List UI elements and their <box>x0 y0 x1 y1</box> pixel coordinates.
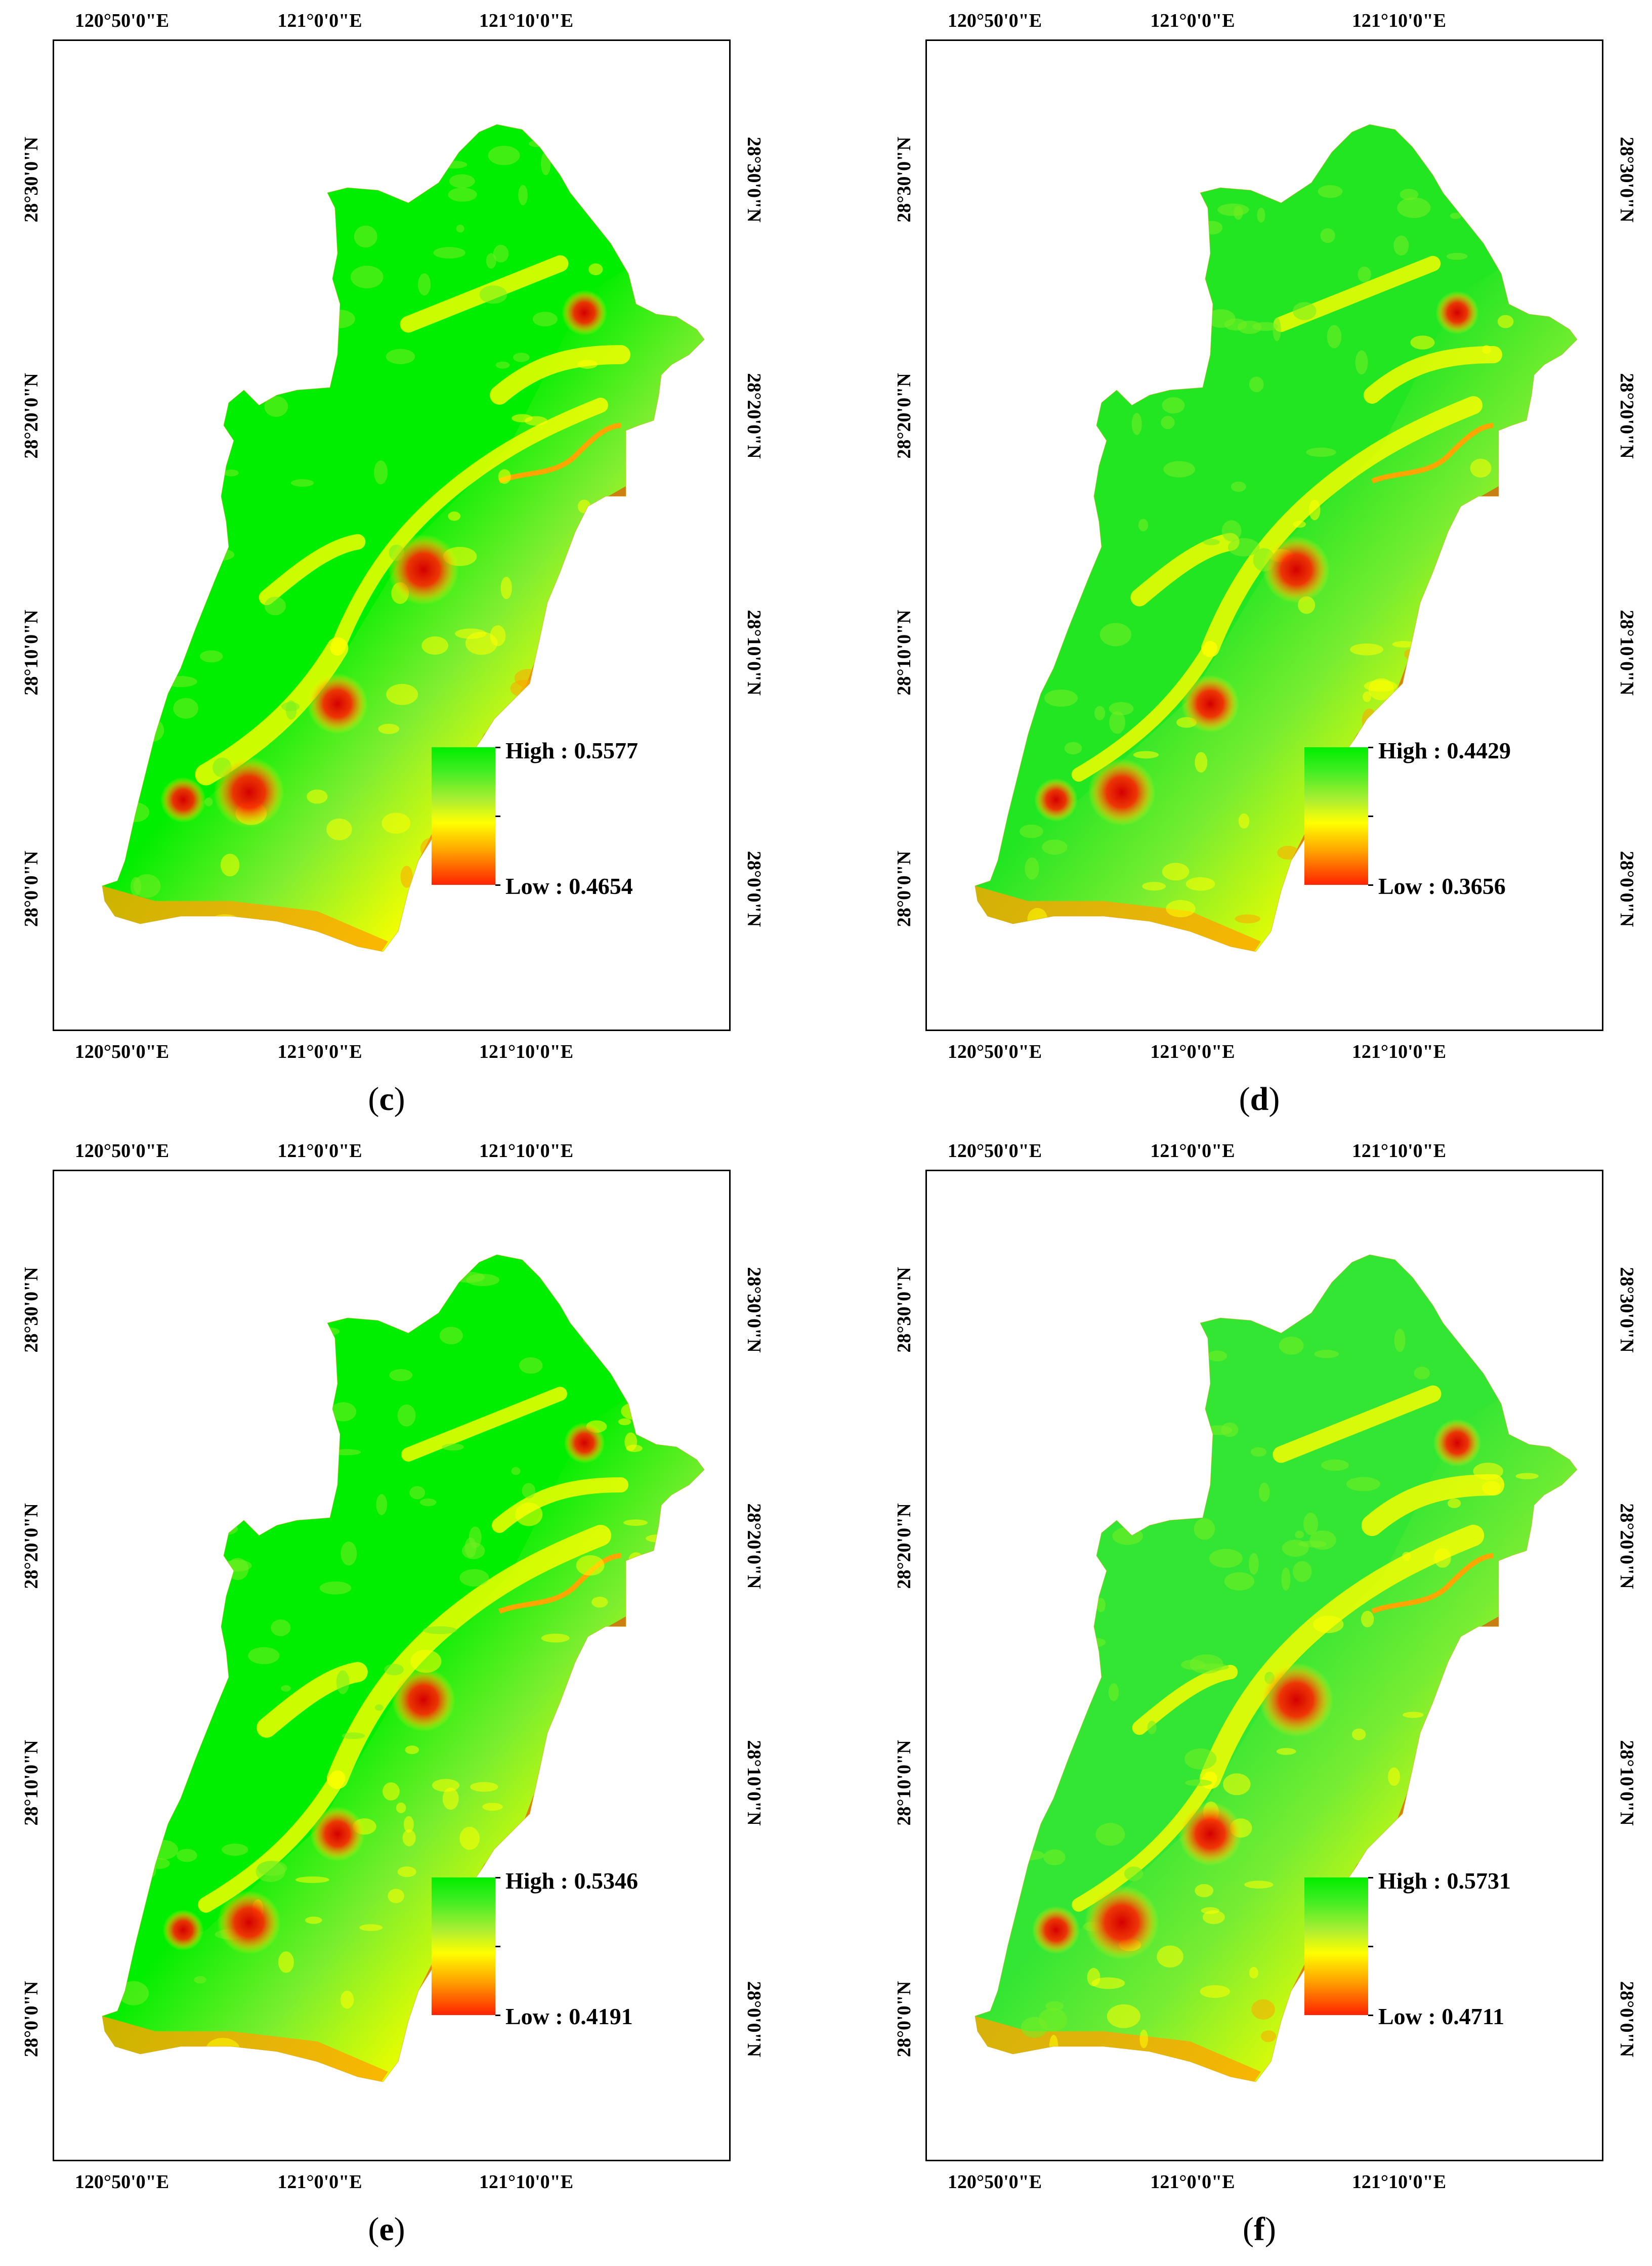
legend-color-ramp <box>432 1877 495 2015</box>
lon-label-bottom: 121°10'0"E <box>479 2171 574 2193</box>
lon-label-top: 121°0'0"E <box>277 1140 362 1162</box>
panel-letter: f <box>1254 2211 1265 2248</box>
legend-high-label: High : 0.5577 <box>505 738 638 763</box>
map-frame <box>925 1170 1603 2161</box>
legend-low-label: Low : 0.4711 <box>1378 2003 1505 2029</box>
lon-label-top: 121°10'0"E <box>479 1140 574 1162</box>
lat-label-left: 28°20'0"N <box>21 373 42 459</box>
lon-label-top: 120°50'0"E <box>74 1140 170 1162</box>
legend-color-ramp <box>1304 1877 1368 2015</box>
legend-tick <box>1368 884 1373 886</box>
lon-label-top: 121°0'0"E <box>277 10 362 31</box>
panel-caption: (c) <box>368 1081 405 1118</box>
legend-high-label: High : 0.5346 <box>505 1868 638 1894</box>
legend-tick <box>1368 816 1373 817</box>
lon-label-top: 121°10'0"E <box>1351 10 1447 31</box>
lat-label-right: 28°20'0"N <box>1616 373 1637 459</box>
lat-label-left: 28°10'0"N <box>21 1740 42 1826</box>
lat-label-right: 28°30'0"N <box>743 1267 765 1353</box>
lat-label-left: 28°30'0"N <box>21 1267 42 1353</box>
lat-label-right: 28°30'0"N <box>743 137 765 223</box>
lon-label-bottom: 120°50'0"E <box>947 2171 1042 2193</box>
lat-label-left: 28°0'0"N <box>21 850 42 927</box>
lat-label-right: 28°10'0"N <box>1616 610 1637 696</box>
lat-label-left: 28°10'0"N <box>894 610 915 696</box>
lat-label-left: 28°20'0"N <box>894 373 915 459</box>
panel-letter: e <box>379 2211 394 2248</box>
lat-label-left: 28°30'0"N <box>21 137 42 223</box>
legend-tick <box>495 1877 500 1878</box>
lat-label-right: 28°0'0"N <box>1616 850 1637 927</box>
legend-tick <box>1368 2015 1373 2016</box>
lat-label-right: 28°30'0"N <box>1616 1267 1637 1353</box>
lat-label-right: 28°20'0"N <box>743 373 765 459</box>
lat-label-left: 28°0'0"N <box>894 1981 915 2058</box>
lat-label-right: 28°20'0"N <box>743 1503 765 1589</box>
legend-low-label: Low : 0.4191 <box>505 2003 633 2029</box>
legend-tick <box>1368 747 1373 748</box>
panel-caption: (f) <box>1243 2211 1276 2248</box>
lat-label-right: 28°30'0"N <box>1616 137 1637 223</box>
legend-tick <box>495 2015 500 2016</box>
lon-label-bottom: 121°0'0"E <box>277 1041 362 1062</box>
lat-label-left: 28°30'0"N <box>894 1267 915 1353</box>
lat-label-left: 28°0'0"N <box>894 850 915 927</box>
panel-letter: c <box>379 1081 394 1118</box>
lat-label-left: 28°20'0"N <box>894 1503 915 1589</box>
legend-tick <box>1368 1877 1373 1878</box>
lat-label-left: 28°0'0"N <box>21 1981 42 2058</box>
lat-label-right: 28°0'0"N <box>743 1981 765 2058</box>
lon-label-bottom: 120°50'0"E <box>947 1041 1042 1062</box>
map-panel-d: 120°50'0"E 120°50'0"E 121°0'0"E 121°0'0"E 12… <box>873 0 1652 1133</box>
panel-caption: (e) <box>368 2211 405 2248</box>
map-frame <box>53 39 731 1031</box>
lon-label-bottom: 121°0'0"E <box>1150 1041 1235 1062</box>
lon-label-bottom: 121°0'0"E <box>1150 2171 1235 2193</box>
lon-label-top: 120°50'0"E <box>74 10 170 31</box>
lon-label-top: 121°10'0"E <box>479 10 574 31</box>
legend-tick <box>495 1946 500 1947</box>
lat-label-right: 28°10'0"N <box>743 1740 765 1826</box>
lon-label-bottom: 121°10'0"E <box>1351 1041 1447 1062</box>
lat-label-right: 28°10'0"N <box>743 610 765 696</box>
lat-label-right: 28°20'0"N <box>1616 1503 1637 1589</box>
legend-high-label: High : 0.4429 <box>1378 738 1511 763</box>
lon-label-top: 121°0'0"E <box>1150 1140 1235 1162</box>
map-panel-e: 120°50'0"E 120°50'0"E 121°0'0"E 121°0'0"E 12… <box>0 1130 826 2263</box>
raster-map <box>102 1254 705 2082</box>
legend-low-label: Low : 0.3656 <box>1378 873 1506 899</box>
raster-map <box>102 124 705 952</box>
lat-label-left: 28°10'0"N <box>21 610 42 696</box>
legend-tick <box>1368 1946 1373 1947</box>
lat-label-left: 28°10'0"N <box>894 1740 915 1826</box>
map-panel-f: 120°50'0"E 120°50'0"E 121°0'0"E 121°0'0"E 12… <box>873 1130 1652 2263</box>
lon-label-bottom: 121°10'0"E <box>479 1041 574 1062</box>
map-panel-c: 120°50'0"E 120°50'0"E 121°0'0"E 121°0'0"E 12… <box>0 0 826 1133</box>
raster-map <box>975 1254 1578 2082</box>
legend-tick <box>495 816 500 817</box>
lat-label-left: 28°30'0"N <box>894 137 915 223</box>
lat-label-right: 28°0'0"N <box>1616 1981 1637 2058</box>
lon-label-top: 121°10'0"E <box>1351 1140 1447 1162</box>
lon-label-top: 120°50'0"E <box>947 10 1042 31</box>
legend-tick <box>495 884 500 886</box>
lon-label-top: 121°0'0"E <box>1150 10 1235 31</box>
lat-label-right: 28°0'0"N <box>743 850 765 927</box>
lat-label-right: 28°10'0"N <box>1616 1740 1637 1826</box>
legend-color-ramp <box>432 747 495 885</box>
map-frame <box>53 1170 731 2161</box>
panel-letter: d <box>1250 1081 1269 1118</box>
legend-high-label: High : 0.5731 <box>1378 1868 1511 1894</box>
lon-label-bottom: 121°0'0"E <box>277 2171 362 2193</box>
legend-color-ramp <box>1304 747 1368 885</box>
lon-label-bottom: 120°50'0"E <box>74 2171 170 2193</box>
panel-caption: (d) <box>1239 1081 1280 1118</box>
lon-label-bottom: 121°10'0"E <box>1351 2171 1447 2193</box>
legend-tick <box>495 747 500 748</box>
lon-label-top: 120°50'0"E <box>947 1140 1042 1162</box>
lat-label-left: 28°20'0"N <box>21 1503 42 1589</box>
lon-label-bottom: 120°50'0"E <box>74 1041 170 1062</box>
legend-low-label: Low : 0.4654 <box>505 873 633 899</box>
